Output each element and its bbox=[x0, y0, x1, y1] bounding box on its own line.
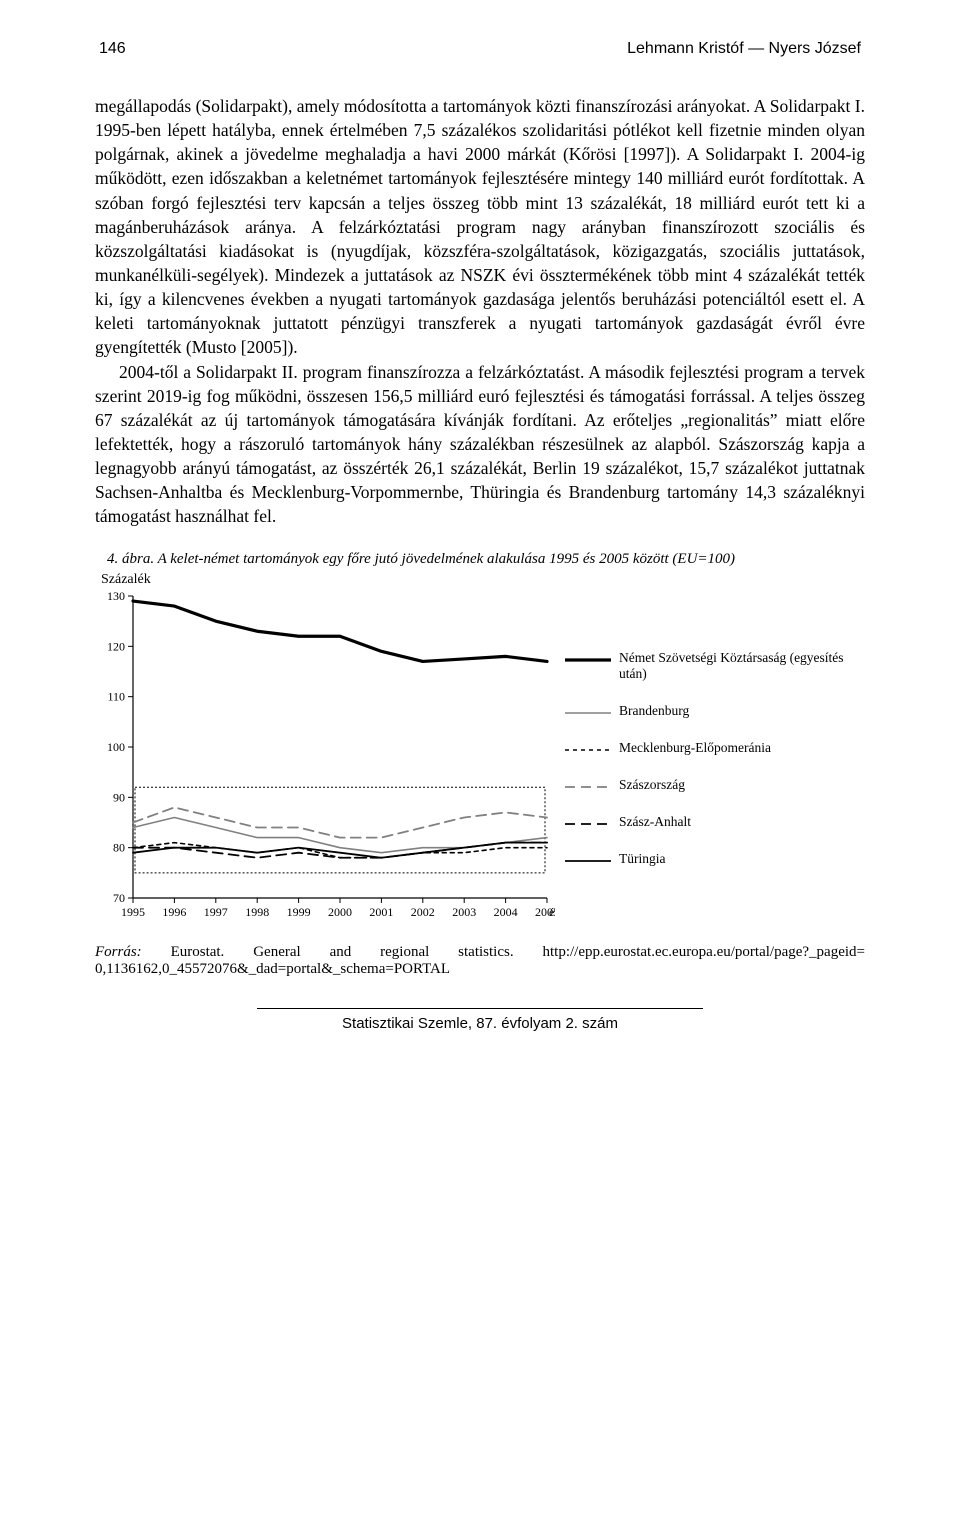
svg-text:120: 120 bbox=[107, 639, 125, 653]
svg-text:1997: 1997 bbox=[204, 905, 228, 919]
legend-item: Mecklenburg-Előpomeránia bbox=[565, 740, 865, 757]
svg-text:1998: 1998 bbox=[245, 905, 269, 919]
legend-swatch bbox=[565, 817, 611, 831]
paragraph-1: megállapodás (Solidarpakt), amely módosí… bbox=[95, 94, 865, 360]
page-header: 146 Lehmann Kristóf — Nyers József bbox=[95, 40, 865, 58]
body-text: megállapodás (Solidarpakt), amely módosí… bbox=[95, 94, 865, 529]
legend-item: Szászország bbox=[565, 777, 865, 794]
figure-row: 70 80 90 100 110 120 130 1995 1996 1997 1998 1999 20… bbox=[95, 590, 865, 930]
legend-label: Német Szövetségi Köztársaság (egyesítés … bbox=[619, 650, 865, 684]
figure-source: Forrás: Eurostat. General and regional s… bbox=[95, 944, 865, 978]
legend-item: Brandenburg bbox=[565, 703, 865, 720]
svg-text:2002: 2002 bbox=[411, 905, 435, 919]
chart-legend: Német Szövetségi Köztársaság (egyesítés … bbox=[555, 590, 865, 888]
y-axis-label: Százalék bbox=[101, 572, 865, 588]
source-text: Eurostat. General and regional statistic… bbox=[95, 944, 865, 977]
legend-swatch bbox=[565, 706, 611, 720]
svg-text:70: 70 bbox=[113, 891, 125, 905]
svg-text:1995: 1995 bbox=[121, 905, 145, 919]
line-chart: 70 80 90 100 110 120 130 1995 1996 1997 1998 1999 20… bbox=[95, 590, 555, 930]
svg-text:2003: 2003 bbox=[452, 905, 476, 919]
svg-text:2001: 2001 bbox=[369, 905, 393, 919]
legend-item: Szász-Anhalt bbox=[565, 814, 865, 831]
figure-caption: 4. ábra. A kelet-német tartományok egy f… bbox=[107, 551, 865, 568]
svg-text:1996: 1996 bbox=[162, 905, 186, 919]
svg-text:év: év bbox=[549, 905, 555, 919]
paragraph-2: 2004-től a Solidarpakt II. program finan… bbox=[95, 360, 865, 529]
legend-swatch bbox=[565, 854, 611, 868]
svg-text:80: 80 bbox=[113, 840, 125, 854]
legend-label: Szászország bbox=[619, 777, 685, 794]
legend-swatch bbox=[565, 780, 611, 794]
svg-text:2000: 2000 bbox=[328, 905, 352, 919]
legend-label: Brandenburg bbox=[619, 703, 689, 720]
svg-text:2004: 2004 bbox=[494, 905, 518, 919]
legend-swatch bbox=[565, 653, 611, 667]
legend-label: Mecklenburg-Előpomeránia bbox=[619, 740, 771, 757]
svg-text:100: 100 bbox=[107, 740, 125, 754]
legend-label: Szász-Anhalt bbox=[619, 814, 691, 831]
svg-text:1999: 1999 bbox=[287, 905, 311, 919]
legend-swatch bbox=[565, 743, 611, 757]
svg-text:130: 130 bbox=[107, 590, 125, 603]
source-label: Forrás: bbox=[95, 944, 142, 960]
svg-text:90: 90 bbox=[113, 790, 125, 804]
authors: Lehmann Kristóf — Nyers József bbox=[627, 40, 861, 58]
page-footer: Statisztikai Szemle, 87. évfolyam 2. szá… bbox=[257, 1008, 704, 1032]
svg-text:110: 110 bbox=[107, 689, 125, 703]
legend-item: Türingia bbox=[565, 851, 865, 868]
legend-item: Német Szövetségi Köztársaság (egyesítés … bbox=[565, 650, 865, 684]
page-number: 146 bbox=[99, 40, 126, 58]
legend-label: Türingia bbox=[619, 851, 666, 868]
